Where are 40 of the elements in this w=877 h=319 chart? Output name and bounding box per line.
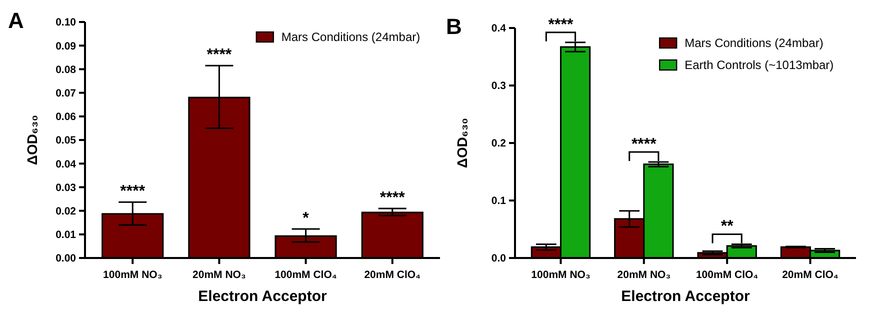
annotation: **** (380, 189, 406, 206)
annotation: **** (548, 16, 574, 34)
y-tick-label: 0.04 (56, 158, 76, 170)
x-tick-label: 100mM ClO₄ (274, 269, 337, 281)
legend-label: Earth Controls (~1013mbar) (684, 58, 834, 72)
y-tick-label: 0.01 (56, 229, 76, 242)
y-tick-label: 0.06 (56, 111, 76, 124)
y-tick-label: 0.00 (56, 252, 76, 265)
x-tick-label: 20mM NO₃ (617, 269, 671, 281)
x-tick-label: 20mM ClO₄ (782, 269, 838, 281)
annotation: **** (206, 46, 232, 64)
x-tick-label: 100mM NO₃ (103, 269, 162, 281)
y-tick-label: 0.3 (491, 80, 506, 92)
x-tick-label: 100mM ClO₄ (696, 269, 758, 281)
x-axis-title: Electron Acceptor (621, 288, 750, 305)
y-axis-title: ΔOD₆₃₀ (24, 114, 40, 166)
y-tick-label: 0.09 (56, 40, 76, 52)
chart-title: B (446, 14, 462, 39)
y-tick-label: 0.08 (56, 64, 76, 76)
y-tick-label: 0.1 (491, 195, 506, 208)
y-tick-label: 0.05 (56, 134, 76, 147)
y-tick-label: 0.4 (491, 22, 506, 35)
y-tick-label: 0.02 (56, 205, 76, 218)
chart-title: A (8, 8, 24, 33)
y-tick-label: 0.10 (56, 16, 76, 29)
x-axis-title: Electron Acceptor (198, 288, 327, 305)
y-tick-label: 0.0 (491, 252, 506, 265)
legend-label: Mars Conditions (24mbar) (684, 36, 824, 50)
annotation: **** (120, 183, 146, 200)
x-tick-label: 20mM NO₃ (192, 269, 246, 281)
annotation: **** (631, 136, 658, 153)
x-tick-label: 100mM NO₃ (531, 269, 590, 281)
annotation: ** (720, 218, 734, 236)
y-tick-label: 0.07 (56, 87, 76, 100)
y-tick-label: 0.2 (491, 138, 506, 150)
y-axis-title: ΔOD₆₃₀ (454, 118, 470, 168)
legend-label: Mars Conditions (24mbar) (281, 30, 420, 44)
y-tick-label: 0.03 (56, 182, 76, 194)
annotation: * (302, 210, 310, 227)
x-tick-label: 20mM ClO₄ (364, 269, 421, 281)
